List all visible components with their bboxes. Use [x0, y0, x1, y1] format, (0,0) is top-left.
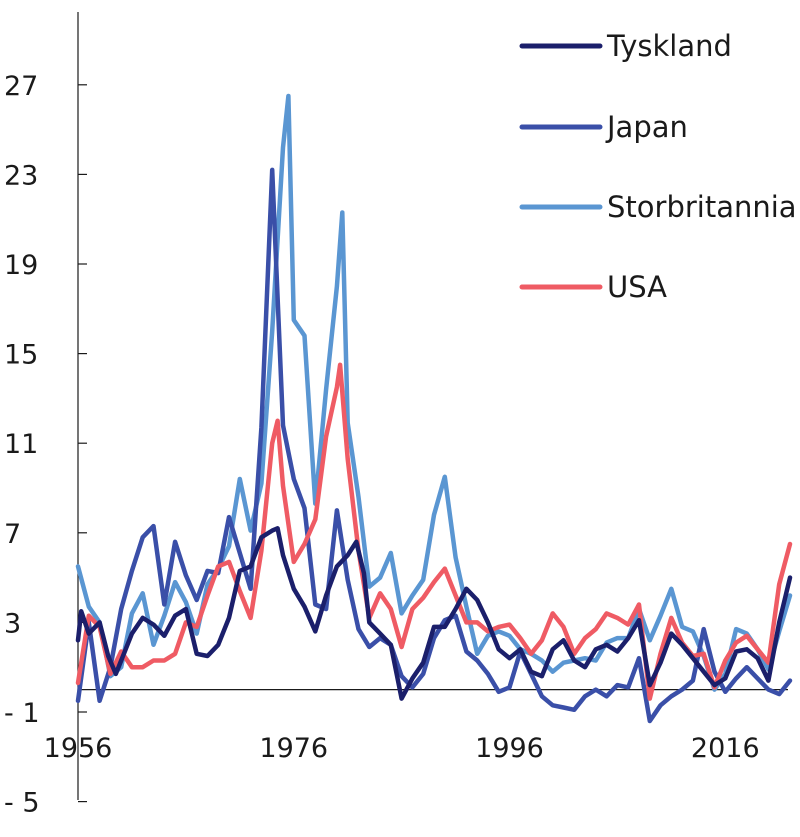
x-tick-label: 2016: [691, 733, 760, 764]
series-line-storbritannia: [75, 93, 793, 692]
series-line-usa: [75, 362, 793, 701]
y-tick-label: 27: [4, 71, 38, 102]
y-tick-label: 19: [4, 250, 38, 281]
y-tick-label: 15: [4, 340, 38, 371]
legend-label-usa: USA: [607, 270, 667, 304]
y-tick-label: 23: [4, 160, 38, 191]
legend: Tyskland Japan Storbritannia USA: [519, 29, 797, 304]
y-tick-label: 7: [4, 519, 21, 550]
x-tick-label: 1976: [259, 733, 328, 764]
legend-label-storbritannia: Storbritannia: [607, 190, 797, 224]
legend-label-japan: Japan: [605, 110, 688, 144]
x-axis: 1956 1976 1996 2016: [44, 733, 760, 764]
y-tick-label: - 5: [4, 788, 40, 819]
y-axis: - 5 - 1 3 7 11 15 19 23 27: [4, 12, 87, 819]
legend-label-tyskland: Tyskland: [606, 29, 732, 63]
y-tick-label: - 1: [4, 698, 40, 729]
y-tick-label: 3: [4, 608, 21, 639]
x-tick-label: 1996: [475, 733, 544, 764]
series-lines: [75, 93, 793, 724]
series-line-japan: [75, 167, 793, 724]
series-line-tyskland: [75, 526, 793, 701]
y-tick-label: 11: [4, 429, 38, 460]
x-tick-label: 1956: [44, 733, 113, 764]
